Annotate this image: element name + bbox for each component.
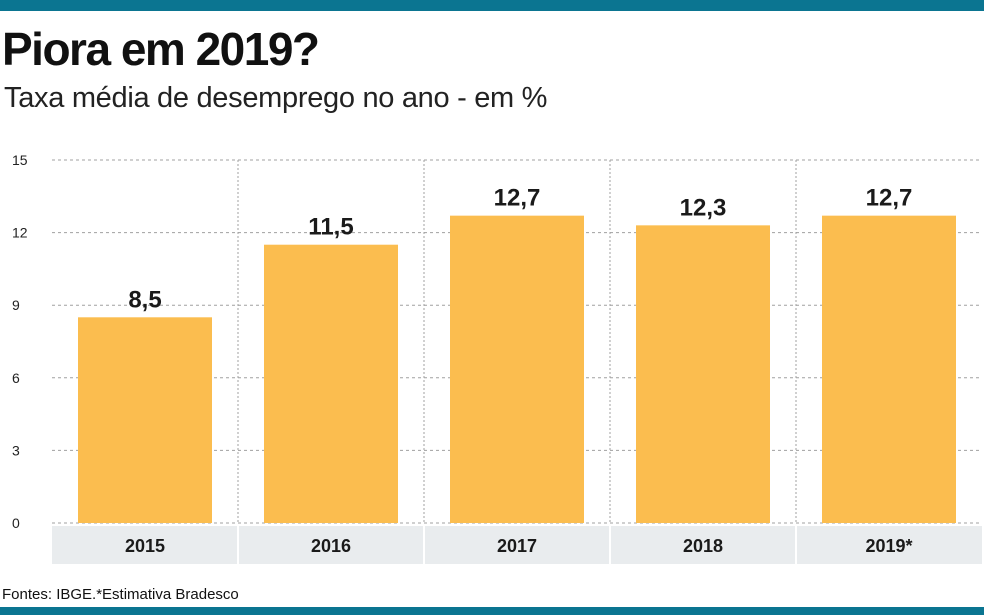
category-label: 2016 <box>311 536 351 556</box>
category-label: 2019* <box>865 536 912 556</box>
category-label: 2017 <box>497 536 537 556</box>
data-label: 12,7 <box>494 185 541 212</box>
y-tick-label: 3 <box>12 442 20 458</box>
bar <box>450 215 584 523</box>
y-tick-label: 6 <box>12 370 20 386</box>
y-tick-label: 15 <box>12 152 28 168</box>
data-label: 8,5 <box>128 286 161 313</box>
chart-subtitle: Taxa média de desemprego no ano - em % <box>4 82 548 114</box>
bar <box>78 317 212 523</box>
data-label: 12,7 <box>866 185 913 212</box>
data-label: 11,5 <box>308 214 353 241</box>
y-tick-label: 12 <box>12 225 28 241</box>
bar <box>636 225 770 523</box>
source-note: Fontes: IBGE.*Estimativa Bradesco <box>2 586 239 603</box>
y-tick-label: 9 <box>12 297 20 313</box>
y-tick-label: 0 <box>12 515 20 531</box>
chart-title: Piora em 2019? <box>2 23 320 75</box>
bottom-accent-bar <box>0 607 984 615</box>
data-label: 12,3 <box>680 194 727 221</box>
top-accent-bar <box>0 0 984 11</box>
category-band <box>52 526 982 564</box>
bar-chart: 0 3 6 9 12 15 8,5 2015 11,5 2016 12,7 2017 12,3 2018 1… <box>12 152 982 564</box>
bar <box>822 215 956 523</box>
category-label: 2018 <box>683 536 723 556</box>
category-label: 2015 <box>125 536 165 556</box>
bar <box>264 244 398 523</box>
